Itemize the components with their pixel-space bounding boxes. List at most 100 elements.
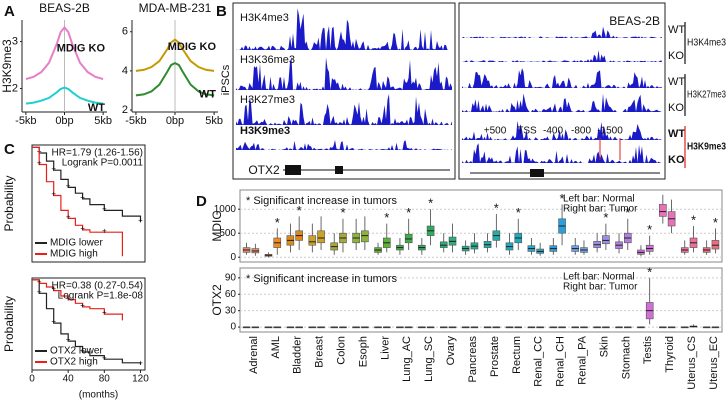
y-tick-label: 30 bbox=[225, 305, 237, 316]
category-label: Skin bbox=[598, 336, 610, 357]
legend-label: MDIG KO bbox=[57, 43, 106, 55]
censor-mark: + bbox=[51, 317, 56, 326]
legend-label: OTX2 high bbox=[50, 357, 98, 368]
track-signal bbox=[236, 57, 452, 90]
category-label: Bladder bbox=[292, 336, 304, 374]
significance-star: * bbox=[516, 205, 521, 220]
track-signal bbox=[236, 8, 452, 51]
track-label: H3K9me3 bbox=[240, 125, 290, 137]
gene-exon bbox=[335, 166, 343, 174]
gene-exon bbox=[530, 169, 544, 177]
category-label: AML bbox=[270, 336, 282, 359]
category-label: Renal_CC bbox=[533, 336, 545, 387]
censor-mark: + bbox=[51, 190, 56, 199]
y-tick-label: 60 bbox=[225, 289, 237, 300]
censor-mark: + bbox=[102, 226, 107, 235]
cell-line: BEAS-2B bbox=[609, 14, 660, 28]
row-label: iPSCs bbox=[220, 64, 232, 95]
legend-label: MDIG high bbox=[50, 249, 98, 260]
track-signal bbox=[236, 93, 452, 125]
censor-mark: + bbox=[80, 301, 85, 310]
panel-letter: A bbox=[4, 3, 15, 20]
censor-mark: + bbox=[102, 308, 107, 317]
x-tick-label: 120 bbox=[132, 374, 149, 385]
significance-star: * bbox=[494, 200, 499, 215]
y-tick-label: 6 bbox=[122, 26, 128, 38]
censor-mark: + bbox=[138, 216, 143, 225]
category-label: Uterus_CS bbox=[686, 336, 698, 390]
category-label: Stomach bbox=[620, 336, 632, 379]
annotation: Logrank P=1.8e-08 bbox=[58, 291, 144, 302]
censor-mark: + bbox=[80, 224, 85, 233]
legend-label: WT bbox=[88, 102, 105, 114]
box bbox=[308, 235, 317, 246]
censor-mark: + bbox=[51, 164, 56, 173]
plot-frame bbox=[239, 267, 723, 333]
significance-star: * bbox=[647, 222, 652, 237]
x-tick-label: 80 bbox=[99, 374, 111, 385]
x-axis-label: (months) bbox=[79, 390, 118, 401]
x-tick-label: 0bp bbox=[55, 115, 73, 127]
track-signal bbox=[462, 93, 662, 112]
x-tick-label: 40 bbox=[63, 374, 75, 385]
censor-mark: + bbox=[37, 278, 42, 287]
y-tick-label: 1000 bbox=[214, 204, 237, 215]
position-label: TSS bbox=[517, 126, 537, 137]
survival-curve bbox=[32, 146, 142, 222]
category-label: Adrenal bbox=[248, 336, 260, 374]
condition-label: WT bbox=[668, 128, 685, 140]
significance-star: * bbox=[625, 205, 630, 220]
condition-label: WT bbox=[668, 76, 685, 88]
significance-star: * bbox=[647, 264, 652, 279]
box bbox=[317, 230, 325, 244]
censor-mark: + bbox=[80, 346, 85, 355]
profile-line bbox=[25, 86, 104, 105]
category-label: Uterus_EC bbox=[708, 336, 720, 390]
x-tick-label: -5kb bbox=[125, 115, 146, 127]
censor-mark: + bbox=[102, 353, 107, 362]
censor-mark: + bbox=[37, 159, 42, 168]
note: * Significant increase in tumors bbox=[246, 273, 398, 285]
note: * Significant increase in tumors bbox=[246, 195, 398, 207]
y-tick-label: 0 bbox=[230, 322, 236, 333]
significance-star: * bbox=[560, 191, 565, 206]
category-label: Lung_AC bbox=[401, 336, 413, 382]
legend-label: Left bar: Normal bbox=[563, 272, 635, 283]
significance-star: * bbox=[406, 205, 411, 220]
category-label: Ovary bbox=[445, 336, 457, 366]
y-tick-label: 3 bbox=[12, 35, 18, 47]
y-tick-label: 2 bbox=[122, 104, 128, 116]
censor-mark: + bbox=[66, 294, 71, 303]
legend-label: Left bar: Normal bbox=[563, 194, 635, 205]
gene-exon bbox=[285, 165, 301, 175]
mark-label: H3K4me3 bbox=[687, 38, 726, 49]
position-label: -800 bbox=[571, 126, 591, 137]
browser-right bbox=[458, 2, 666, 180]
censor-mark: + bbox=[138, 359, 143, 368]
track-signal bbox=[236, 139, 452, 150]
profile-line bbox=[25, 25, 104, 81]
y-axis-label: Probability bbox=[2, 175, 16, 231]
y-axis-label: Probability bbox=[2, 296, 16, 352]
x-tick-label: 5kb bbox=[94, 115, 112, 127]
category-label: Rectum bbox=[511, 336, 523, 374]
censor-mark: + bbox=[80, 193, 85, 202]
category-label: Pancreas bbox=[467, 336, 479, 383]
annotation: HR=0.38 (0.27-0.54) bbox=[52, 281, 143, 292]
censor-mark: + bbox=[66, 182, 71, 191]
box bbox=[659, 204, 667, 217]
legend-label: WT bbox=[199, 89, 216, 101]
condition-label: KO bbox=[668, 50, 684, 62]
category-label: Thyroid bbox=[664, 336, 676, 373]
track-label: H3K27me3 bbox=[240, 94, 295, 106]
position-label: +500 bbox=[484, 126, 507, 137]
significance-star: * bbox=[428, 196, 433, 211]
survival-curve bbox=[32, 279, 142, 365]
legend-label: Right bar: Tumor bbox=[563, 204, 638, 215]
annotation: Logrank P=0.0011 bbox=[62, 158, 144, 169]
box bbox=[361, 230, 369, 243]
survival-curve bbox=[32, 146, 123, 257]
track-label: H3K36me3 bbox=[240, 54, 295, 66]
plot-frame bbox=[239, 189, 723, 263]
